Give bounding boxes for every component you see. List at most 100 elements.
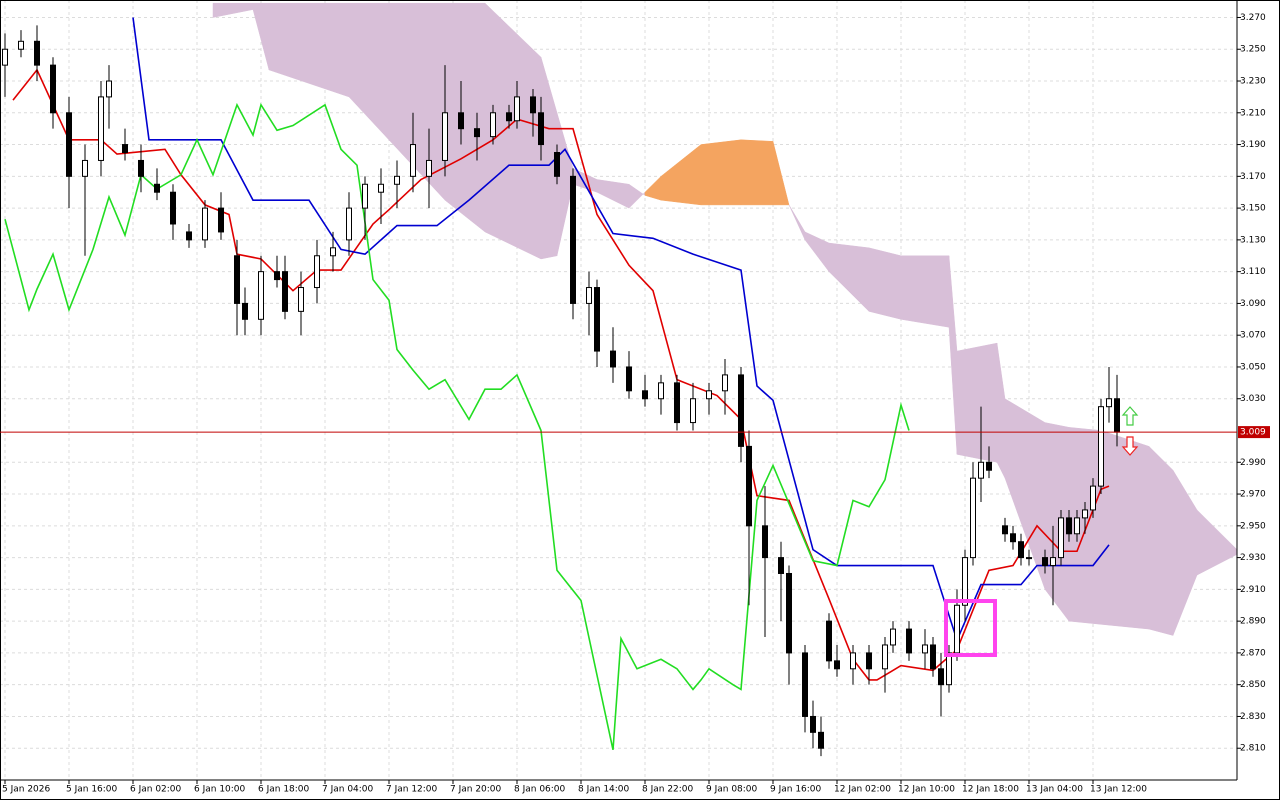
- candle-body: [642, 390, 648, 400]
- candle-body: [1018, 541, 1024, 559]
- x-tick-label: 12 Jan 02:00: [834, 785, 891, 795]
- y-tick-label: 3.250: [1240, 45, 1266, 55]
- y-tick-label: 3.190: [1240, 140, 1266, 150]
- candle-body: [1074, 517, 1080, 535]
- candle-body: [762, 525, 768, 559]
- candle-body: [586, 287, 592, 304]
- candle-body: [362, 183, 368, 209]
- y-tick-label: 2.830: [1240, 712, 1266, 722]
- candle-body: [234, 255, 240, 304]
- candle-body: [554, 152, 560, 177]
- x-tick-label: 13 Jan 12:00: [1090, 785, 1147, 795]
- indicator-line: [4, 102, 910, 750]
- candle-body: [426, 159, 432, 177]
- candle-body: [170, 191, 176, 225]
- candle-body: [154, 183, 160, 193]
- candle-body: [1106, 398, 1112, 408]
- sell-arrow: [1121, 436, 1139, 456]
- candle-body: [930, 644, 936, 670]
- candle-body: [866, 652, 872, 670]
- cloud-segment: [868, 247, 902, 320]
- candle-body: [818, 731, 824, 749]
- candle-body: [610, 350, 616, 368]
- x-tick-label: 7 Jan 20:00: [450, 785, 502, 795]
- y-tick-label: 3.230: [1240, 77, 1266, 87]
- candle-body: [66, 112, 72, 177]
- y-tick-label: 3.050: [1240, 362, 1266, 372]
- cloud-segment: [1148, 445, 1174, 636]
- candle-body: [674, 382, 680, 424]
- candle-body: [850, 652, 856, 670]
- x-tick-label: 6 Jan 18:00: [258, 785, 310, 795]
- x-tick-label: 6 Jan 10:00: [194, 785, 246, 795]
- candle-body: [202, 207, 208, 241]
- candle-body: [282, 271, 288, 312]
- candle-body: [906, 628, 912, 654]
- candle-body: [98, 96, 104, 161]
- candle-body: [506, 112, 512, 122]
- candle-body: [810, 715, 816, 733]
- candle-body: [138, 159, 144, 177]
- y-tick-label: 3.130: [1240, 235, 1266, 245]
- candle-body: [826, 620, 832, 662]
- candle-body: [706, 390, 712, 400]
- y-tick-label: 2.990: [1240, 458, 1266, 468]
- candle-body: [1050, 557, 1056, 567]
- cloud-segment: [956, 342, 998, 463]
- candle-body: [34, 40, 40, 66]
- y-tick-label: 2.950: [1240, 521, 1266, 531]
- indicator-line: [132, 17, 1110, 643]
- candle-body: [82, 159, 88, 177]
- candle-body: [1082, 509, 1088, 519]
- y-tick-label: 3.110: [1240, 267, 1266, 277]
- candle-body: [530, 96, 536, 114]
- y-tick-label: 3.270: [1240, 13, 1266, 23]
- candle-body: [442, 112, 448, 161]
- x-tick-label: 12 Jan 18:00: [962, 785, 1019, 795]
- candle-body: [938, 668, 944, 686]
- highlight-box: [944, 599, 997, 657]
- candle-body: [514, 96, 520, 122]
- candle-body: [1002, 525, 1008, 535]
- candle-body: [1114, 398, 1120, 433]
- candle-body: [1090, 485, 1096, 511]
- candle-body: [594, 287, 600, 352]
- candle-body: [986, 461, 992, 471]
- y-tick-label: 3.070: [1240, 331, 1266, 341]
- candle-body: [658, 382, 664, 400]
- candle-body: [946, 652, 952, 686]
- y-tick-label: 3.030: [1240, 394, 1266, 404]
- candle-body: [1026, 557, 1032, 560]
- candle-body: [106, 80, 112, 98]
- y-tick-label: 3.150: [1240, 204, 1266, 214]
- candle-body: [18, 40, 24, 50]
- candle-body: [538, 112, 544, 146]
- candle-body: [1066, 517, 1072, 535]
- x-tick-label: 5 Jan 16:00: [66, 785, 118, 795]
- x-tick-label: 13 Jan 04:00: [1026, 785, 1083, 795]
- candle-body: [346, 207, 352, 241]
- candle-body: [410, 144, 416, 177]
- candle-body: [802, 652, 808, 717]
- x-tick-label: 5 Jan 2026: [2, 785, 50, 795]
- cloud-segment: [900, 255, 950, 328]
- candle-body: [882, 644, 888, 670]
- x-tick-label: 12 Jan 10:00: [898, 785, 955, 795]
- candle-body: [1058, 517, 1064, 559]
- cloud-segment: [772, 141, 790, 206]
- candle-body: [962, 557, 968, 606]
- candle-body: [298, 287, 304, 312]
- candle-body: [978, 461, 984, 479]
- candle-body: [890, 628, 896, 646]
- candle-body: [834, 660, 840, 670]
- candle-body: [394, 175, 400, 185]
- cloud-segment: [740, 139, 774, 206]
- y-tick-label: 2.970: [1240, 490, 1266, 500]
- cloud-segment: [1044, 422, 1070, 622]
- y-tick-label: 3.170: [1240, 172, 1266, 182]
- x-tick-label: 8 Jan 22:00: [642, 785, 694, 795]
- candle-body: [458, 112, 464, 130]
- candle-body: [122, 144, 128, 154]
